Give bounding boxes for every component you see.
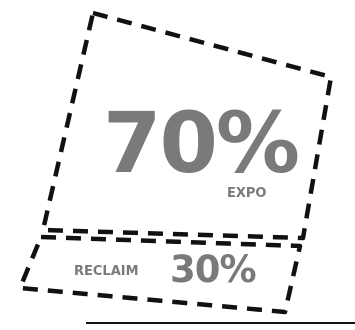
secondary-segment-label: RECLAIM [74, 264, 139, 279]
secondary-segment-value: 30% [170, 248, 256, 291]
main-segment-label: EXPO [227, 186, 266, 201]
main-segment-value: 70% [103, 94, 298, 192]
secondary-segment-outline [17, 234, 303, 315]
main-segment-outline [40, 10, 334, 241]
